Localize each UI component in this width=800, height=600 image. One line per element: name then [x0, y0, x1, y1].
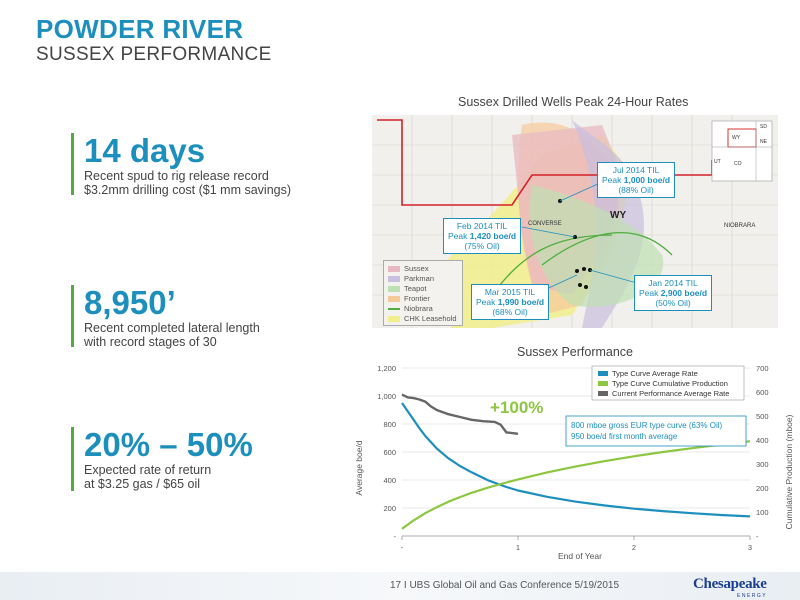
legend-item-niobrara: Niobrara [388, 304, 433, 314]
map-caption: Sussex Drilled Wells Peak 24-Hour Rates [458, 95, 689, 109]
y-tick-label: 400 [383, 476, 396, 485]
footer-band [0, 572, 800, 600]
stat-lateral: 8,950’ Recent completed lateral length w… [71, 284, 344, 349]
stat-accent-bar [71, 285, 74, 347]
x-tick-label: 2 [632, 543, 636, 552]
map-label-state: WY [610, 210, 626, 221]
legend-swatch [598, 391, 608, 396]
x-axis-label: End of Year [558, 551, 602, 561]
page-title: POWDER RIVER [36, 14, 244, 44]
stat-value: 20% – 50% [84, 426, 253, 463]
legend-item-chk-leasehold: CHK Leasehold [388, 314, 457, 324]
callout-jan-2014: Jan 2014 TIL Peak 2,900 boe/d (50% Oil) [634, 275, 713, 311]
y2-tick-label: 200 [756, 484, 769, 493]
x-tick-label: 3 [748, 543, 752, 552]
inset-label: UT [714, 159, 721, 165]
stat-line: at $3.25 gas / $65 oil [84, 477, 201, 491]
callout-mar-2015: Mar 2015 TIL Peak 1,990 boe/d (68% Oil) [471, 284, 550, 320]
legend-label: Current Performance Average Rate [612, 389, 729, 398]
chart-annotation-increase: +100% [490, 398, 543, 417]
series-line-1 [401, 440, 751, 530]
callout-feb-2014: Feb 2014 TIL Peak 1,420 boe/d (75% Oil) [443, 218, 522, 254]
legend-swatch [598, 381, 608, 386]
stat-accent-bar [71, 427, 74, 491]
inset-label: WY [732, 135, 741, 141]
y2-tick-label: 100 [756, 508, 769, 517]
legend-swatch [388, 296, 400, 303]
x-tick-label: 1 [516, 543, 520, 552]
y2-tick-label: 600 [756, 388, 769, 397]
y-tick-label: 1,000 [377, 392, 396, 401]
series-line-2 [401, 393, 519, 435]
footer: 17 I UBS Global Oil and Gas Conference 5… [0, 572, 800, 600]
page-subtitle: SUSSEX PERFORMANCE [36, 44, 272, 65]
y-tick-label: 800 [383, 420, 396, 429]
inset-label: NE [760, 139, 768, 145]
chart-annotation-box [565, 415, 747, 447]
stat-line: Recent spud to rig release record [84, 169, 269, 183]
stat-line: Recent completed lateral length [84, 321, 260, 335]
y2-tick-label: 300 [756, 460, 769, 469]
inset-label: CO [734, 161, 742, 167]
map-legend: Sussex Parkman Teapot Frontier Niobrara … [383, 260, 463, 326]
stat-value: 8,950’ [84, 284, 176, 321]
y2-axis-label: Cumulative Production (mboe) [784, 414, 794, 529]
legend-item-teapot: Teapot [388, 284, 427, 294]
y-tick-label: 1,200 [377, 364, 396, 373]
inset-label: SD [760, 124, 767, 130]
legend-label: Type Curve Average Rate [612, 369, 698, 378]
x-tick-label: - [401, 543, 404, 552]
stat-line: Expected rate of return [84, 463, 212, 477]
y-tick-label: 200 [383, 504, 396, 513]
legend-swatch [388, 266, 400, 273]
legend-swatch [388, 276, 400, 283]
chart-annotation-text: 950 boe/d first month average [571, 432, 678, 441]
y-axis-label: Average boe/d [354, 440, 364, 495]
y2-tick-label: 500 [756, 412, 769, 421]
legend-swatch [388, 308, 400, 311]
chesapeake-logo: Chesapeake ENERGY [693, 576, 768, 599]
chart-axes: - 200 400 600 800 1,000 1,200 - 100 200 300 400 500 6… [377, 364, 768, 552]
map-graphic: WY CONVERSE NIOBRARA WY SD NE UT CO [372, 115, 778, 328]
stat-return: 20% – 50% Expected rate of return at $3.… [71, 426, 344, 491]
y-tick-label: - [394, 532, 397, 541]
legend-label: Type Curve Cumulative Production [612, 379, 728, 388]
stat-line: $3.2mm drilling cost ($1 mm savings) [84, 183, 292, 197]
stat-value: 14 days [84, 132, 206, 169]
legend-item-sussex: Sussex [388, 264, 429, 274]
map-label-niobrara: NIOBRARA [724, 223, 755, 229]
chart-title: Sussex Performance [517, 345, 633, 359]
y2-tick-label: 700 [756, 364, 769, 373]
chart-series [401, 393, 751, 530]
legend-swatch [388, 286, 400, 293]
legend-swatch [598, 371, 608, 376]
callout-jul-2014: Jul 2014 TIL Peak 1,000 boe/d (88% Oil) [597, 162, 676, 198]
y-tick-label: 600 [383, 448, 396, 457]
legend-item-frontier: Frontier [388, 294, 430, 304]
map-label-county: CONVERSE [528, 221, 562, 227]
stat-drilling: 14 days Recent spud to rig release recor… [71, 132, 344, 197]
stat-accent-bar [71, 133, 74, 195]
legend-swatch [388, 316, 400, 323]
y2-tick-label: - [756, 532, 759, 541]
chart-annotation-text: 800 mboe gross EUR type curve (63% Oil) [571, 421, 723, 430]
stat-line: with record stages of 30 [84, 335, 217, 349]
chart-legend [591, 365, 745, 401]
well-map: WY CONVERSE NIOBRARA WY SD NE UT CO [372, 115, 778, 328]
legend-item-parkman: Parkman [388, 274, 434, 284]
sussex-performance-chart: Sussex Performance - 200 400 600 800 1,000 1,2… [354, 345, 794, 561]
y2-tick-label: 400 [756, 436, 769, 445]
footer-text: 17 I UBS Global Oil and Gas Conference 5… [390, 580, 620, 591]
